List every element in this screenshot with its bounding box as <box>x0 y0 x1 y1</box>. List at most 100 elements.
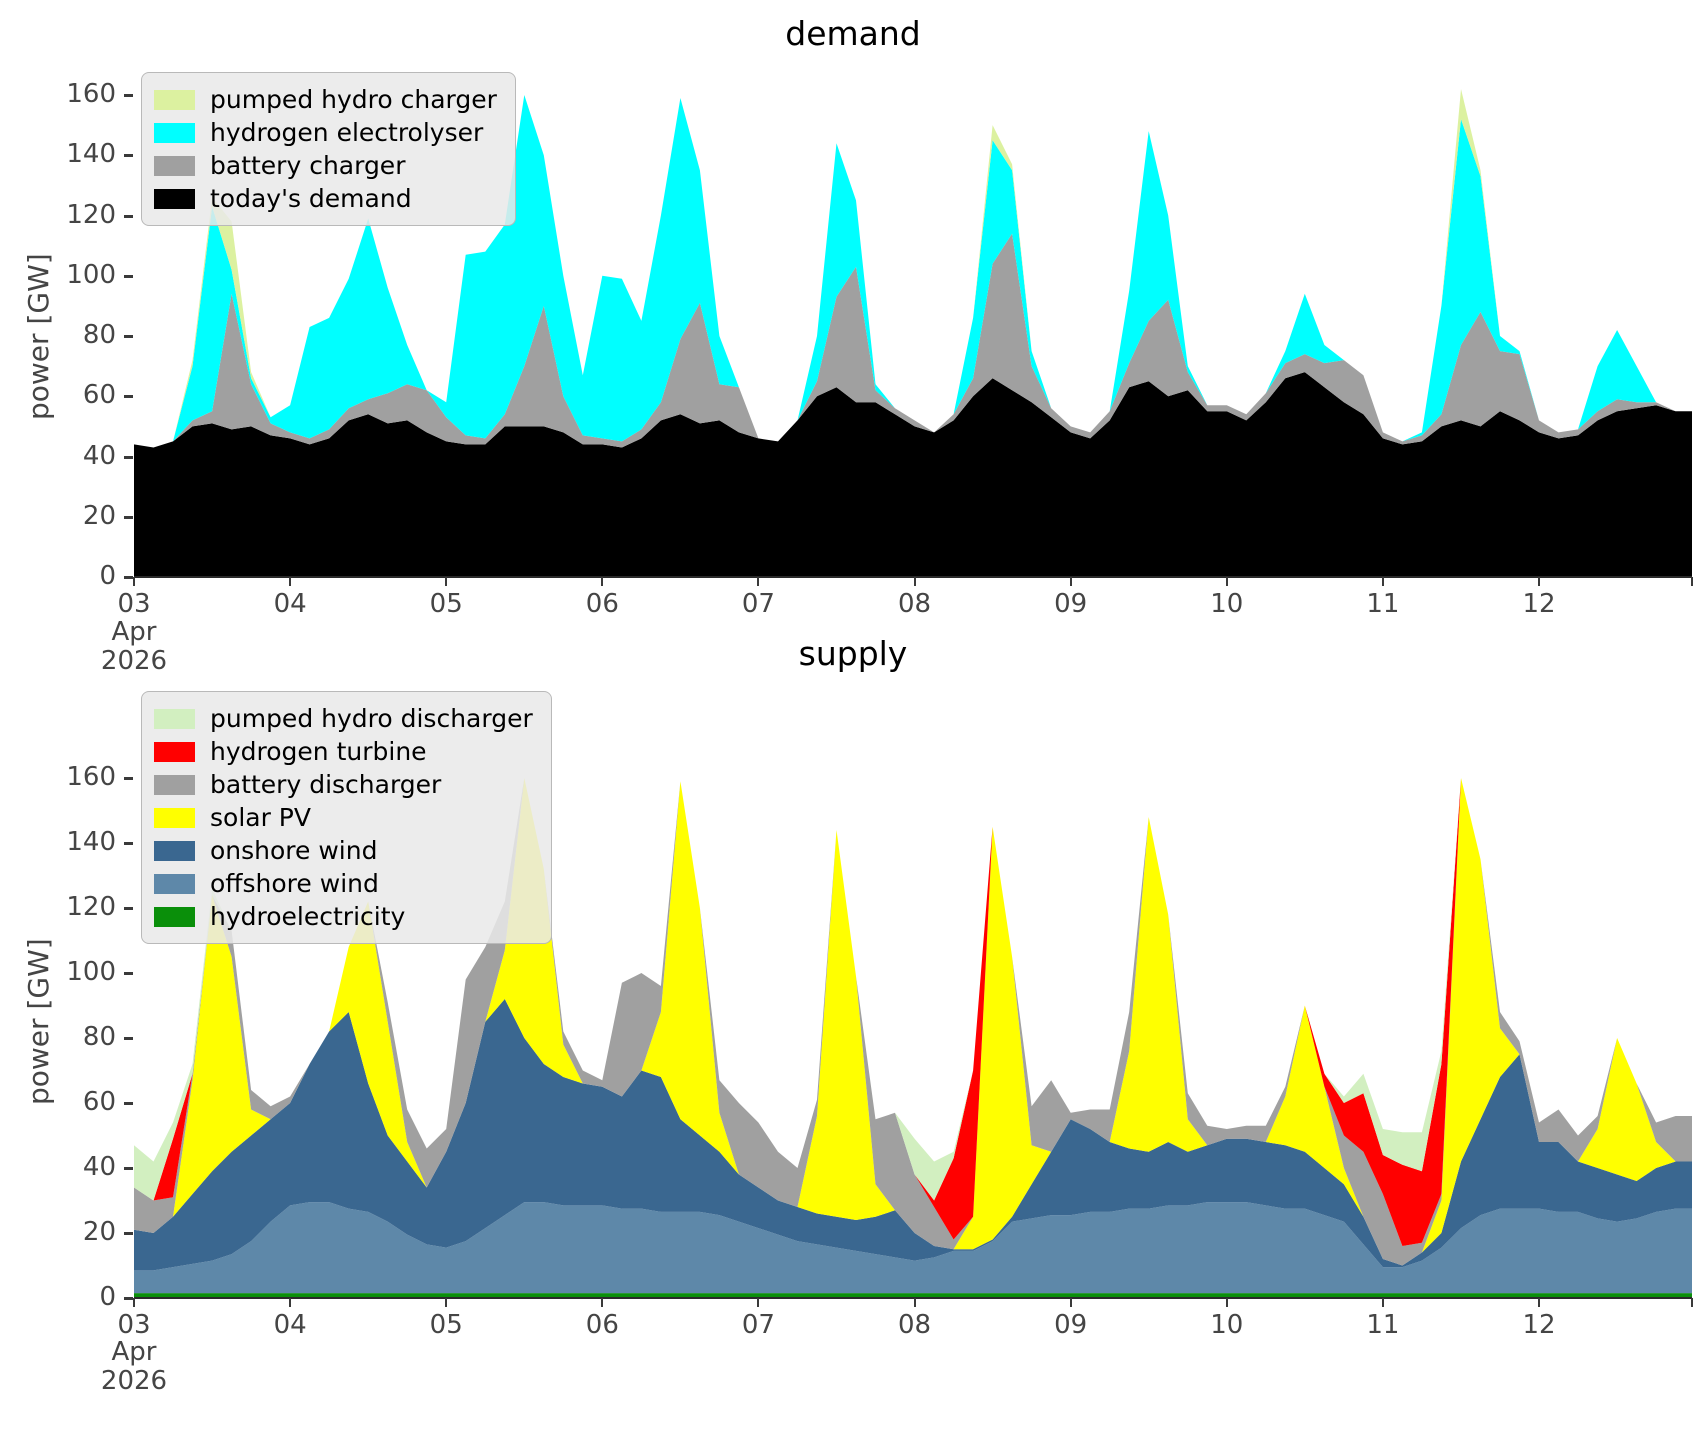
demand-chart-title: demand <box>785 14 921 53</box>
legend-item-offshore-wind: offshore wind <box>154 867 533 900</box>
today-s-demand-area <box>134 372 1692 577</box>
y-tick-mark <box>124 1037 133 1040</box>
legend-item-hydrogen-electrolyser: hydrogen electrolyser <box>154 116 497 149</box>
y-tick-mark <box>124 455 133 459</box>
y-tick-mark <box>124 214 133 218</box>
legend-label: offshore wind <box>210 869 379 898</box>
x-tick-mark <box>1381 1298 1384 1307</box>
y-tick-label: 80 <box>82 320 116 350</box>
battery-charger-swatch <box>154 155 195 176</box>
y-tick-label: 0 <box>99 1282 116 1312</box>
y-tick-mark <box>124 94 133 97</box>
y-tick-label: 40 <box>82 440 116 471</box>
legend-label: hydroelectricity <box>210 902 406 931</box>
y-tick-label: 100 <box>66 259 116 290</box>
x-tick-mark <box>445 1298 448 1307</box>
legend-label: battery discharger <box>210 770 442 799</box>
x-tick-label: 03 <box>117 1310 151 1340</box>
x-tick-mark <box>1069 1298 1072 1307</box>
x-tick-mark <box>133 1298 135 1307</box>
y-tick-mark <box>124 842 133 845</box>
x-tick-label: 03 <box>117 589 151 619</box>
demand-x-axis-spine <box>134 576 1692 578</box>
x-tick-label: 04 <box>273 589 307 619</box>
y-tick-label: 60 <box>82 380 116 411</box>
hydrogen-turbine-swatch <box>154 741 195 762</box>
battery-discharger-swatch <box>154 774 195 795</box>
x-tick-mark <box>757 577 760 586</box>
today-s-demand-swatch <box>154 188 195 209</box>
x-tick-label: 09 <box>1054 589 1088 619</box>
legend-item-hydroelectricity: hydroelectricity <box>154 900 533 933</box>
supply-year-label: 2026 <box>100 1366 168 1396</box>
offshore-wind-swatch <box>154 873 195 894</box>
supply-chart-title: supply <box>798 634 908 673</box>
x-tick-label: 12 <box>1522 1310 1556 1340</box>
x-tick-label: 05 <box>429 589 463 619</box>
x-tick-mark <box>445 577 448 586</box>
supply-x-period-label: Apr 2026 <box>74 1338 194 1396</box>
y-tick-label: 120 <box>66 892 116 922</box>
x-tick-mark <box>757 1298 760 1307</box>
y-tick-mark <box>124 1232 133 1235</box>
y-tick-mark <box>124 154 133 158</box>
hydrogen-electrolyser-area <box>134 95 1692 448</box>
supply-x-axis-spine <box>134 1297 1692 1299</box>
x-tick-mark <box>289 1298 292 1307</box>
demand-x-period-label: Apr 2026 <box>74 618 194 676</box>
battery-charger-area <box>134 233 1692 448</box>
y-tick-label: 80 <box>82 1022 116 1052</box>
y-tick-mark <box>124 515 133 519</box>
y-tick-mark <box>124 972 133 975</box>
x-tick-mark <box>1691 1298 1693 1307</box>
legend-item-pumped-hydro-discharger: pumped hydro discharger <box>154 702 533 735</box>
y-tick-label: 120 <box>66 199 116 230</box>
x-tick-label: 10 <box>1210 1310 1244 1340</box>
x-tick-label: 06 <box>585 1310 619 1340</box>
y-tick-mark <box>124 1102 133 1105</box>
x-tick-label: 04 <box>273 1310 307 1340</box>
y-tick-label: 160 <box>66 79 116 109</box>
x-tick-mark <box>1538 577 1540 586</box>
legend-label: hydrogen turbine <box>210 737 427 766</box>
legend-item-today-s-demand: today's demand <box>154 182 497 215</box>
x-tick-mark <box>1691 577 1693 586</box>
x-tick-label: 10 <box>1210 589 1244 619</box>
legend-item-onshore-wind: onshore wind <box>154 834 533 867</box>
x-tick-label: 08 <box>898 1310 932 1340</box>
x-tick-label: 05 <box>429 1310 463 1340</box>
x-tick-mark <box>1225 577 1228 586</box>
legend-label: solar PV <box>210 803 311 832</box>
demand-year-label: 2026 <box>100 646 168 676</box>
y-tick-label: 60 <box>82 1087 116 1117</box>
y-tick-label: 40 <box>82 1152 116 1182</box>
onshore-wind-area <box>134 999 1692 1271</box>
y-tick-mark <box>124 1297 133 1300</box>
y-tick-label: 20 <box>82 1217 116 1247</box>
solar-pv-swatch <box>154 807 195 828</box>
y-tick-mark <box>124 274 133 278</box>
demand-area-plot <box>134 89 1692 577</box>
legend-label: hydrogen electrolyser <box>210 118 484 147</box>
x-tick-label: 11 <box>1366 1310 1400 1340</box>
y-tick-label: 100 <box>66 957 116 987</box>
legend-item-hydrogen-turbine: hydrogen turbine <box>154 735 533 768</box>
y-tick-mark <box>124 395 133 399</box>
pumped-hydro-discharger-swatch <box>154 708 195 729</box>
x-tick-mark <box>913 577 916 586</box>
y-tick-mark <box>124 1167 133 1170</box>
onshore-wind-swatch <box>154 840 195 861</box>
pumped-hydro-charger-swatch <box>154 89 195 110</box>
demand-legend: pumped hydro charger hydrogen electrolyse… <box>141 72 516 226</box>
hydroelectricity-swatch <box>154 906 195 927</box>
y-tick-label: 140 <box>66 139 116 170</box>
y-tick-mark <box>124 576 133 579</box>
x-tick-label: 06 <box>585 589 619 619</box>
x-tick-mark <box>913 1298 916 1307</box>
x-tick-mark <box>289 577 292 586</box>
x-tick-mark <box>1538 1298 1540 1307</box>
y-tick-mark <box>124 335 133 338</box>
y-tick-mark <box>124 907 133 910</box>
supply-legend: pumped hydro discharger hydrogen turbine b… <box>141 691 552 944</box>
hydrogen-electrolyser-swatch <box>154 122 195 143</box>
